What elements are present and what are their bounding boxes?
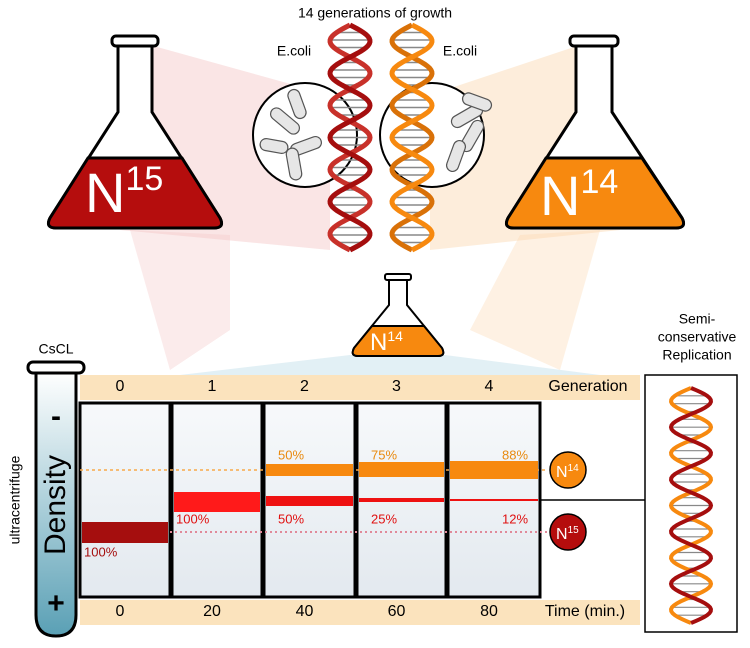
generation-label: Generation — [548, 378, 627, 395]
legend-n14 — [549, 451, 587, 489]
result-title: conservative — [658, 329, 737, 345]
helix-strand — [327, 22, 373, 253]
flask-n14: N14 — [505, 34, 685, 230]
generation: 4 — [485, 378, 494, 395]
element: N — [370, 329, 387, 356]
axis-label: Density — [39, 455, 72, 555]
dna-band — [359, 462, 444, 477]
isotope: 14 — [387, 328, 403, 344]
dna-band — [359, 498, 444, 502]
helix-strand — [327, 22, 373, 253]
tube-label: CsCL — [38, 341, 73, 357]
isotope: 14 — [568, 463, 580, 474]
element: N — [85, 161, 125, 224]
dna-band — [266, 464, 353, 476]
flask-small: N14 — [351, 273, 445, 357]
isotope: 15 — [125, 160, 163, 198]
tube-cap — [26, 360, 86, 375]
legend-label: N15 — [556, 525, 579, 544]
flask-n15: N15 — [47, 34, 223, 230]
percent: 100% — [84, 544, 118, 559]
percent: 12% — [502, 511, 528, 526]
ecoli-label: E.coli — [277, 43, 311, 59]
wedge — [180, 355, 600, 375]
dna-band — [82, 522, 168, 543]
flask-label: N14 — [370, 328, 403, 357]
time-band — [80, 600, 640, 625]
column-box — [78, 401, 172, 599]
time-label: Time (min.) — [545, 603, 625, 620]
generation: 2 — [300, 378, 309, 395]
time: 0 — [116, 603, 125, 620]
helix-strand — [668, 386, 714, 625]
bacteria — [259, 88, 493, 181]
result-box — [644, 374, 738, 633]
helix-strand — [668, 386, 714, 625]
dna-band — [450, 461, 538, 479]
legend-n15 — [549, 513, 587, 551]
time: 80 — [480, 603, 498, 620]
percent: 50% — [278, 447, 304, 462]
percent: 100% — [176, 511, 210, 526]
element: N — [556, 464, 568, 481]
helix-strand — [389, 22, 435, 253]
result-helix — [668, 386, 714, 625]
generation: 3 — [392, 378, 401, 395]
dna-band — [174, 492, 260, 512]
helix-strand — [389, 22, 435, 253]
element: N — [556, 526, 568, 543]
generation-band — [80, 375, 640, 400]
columns: 0 0 1 20 2 40 3 60 4 80 100% 100% 50% 50% 75% 25% 88% 12% — [78, 378, 548, 620]
generation: 1 — [208, 378, 217, 395]
time: 40 — [296, 603, 314, 620]
time: 20 — [203, 603, 221, 620]
result-title: Semi- — [679, 311, 716, 327]
percent: 75% — [371, 447, 397, 462]
wedge — [130, 230, 230, 370]
element: N — [540, 164, 580, 227]
title: 14 generations of growth — [298, 5, 452, 21]
result-title: Replication — [662, 347, 731, 363]
dna-band — [450, 499, 538, 501]
flask-label: N15 — [85, 160, 163, 224]
isotope: 14 — [580, 163, 618, 201]
dna-band — [266, 496, 353, 506]
ecoli-label: E.coli — [443, 43, 477, 59]
legend-label: N14 — [556, 463, 579, 482]
side-label: ultracentrifuge — [7, 455, 23, 544]
tube — [34, 370, 78, 638]
time: 60 — [388, 603, 406, 620]
flask-label: N14 — [540, 163, 618, 227]
cell-circle — [252, 82, 358, 188]
plus-sign: + — [47, 587, 65, 620]
wedge — [470, 230, 600, 370]
minus-sign: - — [51, 400, 61, 433]
percent: 88% — [502, 447, 528, 462]
percent: 50% — [278, 511, 304, 526]
dna-helices — [327, 22, 435, 253]
percent: 25% — [371, 511, 397, 526]
generation: 0 — [116, 378, 125, 395]
isotope: 15 — [568, 525, 580, 536]
